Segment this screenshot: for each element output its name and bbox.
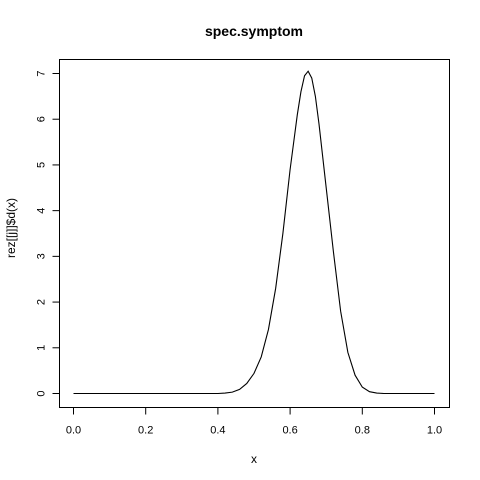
x-axis-label: x [251, 452, 257, 466]
x-tick-label: 0.0 [66, 425, 81, 437]
density-curve [73, 70, 435, 395]
y-tick-label: 5 [35, 162, 47, 168]
x-tick-label: 0.4 [210, 425, 225, 437]
chart-title: spec.symptom [205, 23, 303, 39]
y-tick-label: 1 [35, 345, 47, 351]
x-tick-label: 0.8 [355, 425, 370, 437]
x-tick-label: 0.2 [138, 425, 153, 437]
y-tick-label: 4 [35, 208, 47, 214]
y-axis: 0 1 2 3 4 5 6 7 [35, 70, 60, 397]
y-axis-label: rez[[j]]$d(x) [4, 198, 18, 258]
y-tick-label: 7 [35, 70, 47, 76]
y-tick-label: 2 [35, 299, 47, 305]
y-tick-label: 3 [35, 253, 47, 259]
y-tick-label: 0 [35, 390, 47, 396]
plot-area-box [59, 59, 450, 408]
x-axis: 0.0 0.2 0.4 0.6 0.8 1.0 [66, 407, 442, 437]
x-tick-label: 0.6 [282, 425, 297, 437]
x-tick-label: 1.0 [427, 425, 442, 437]
y-tick-label: 6 [35, 116, 47, 122]
